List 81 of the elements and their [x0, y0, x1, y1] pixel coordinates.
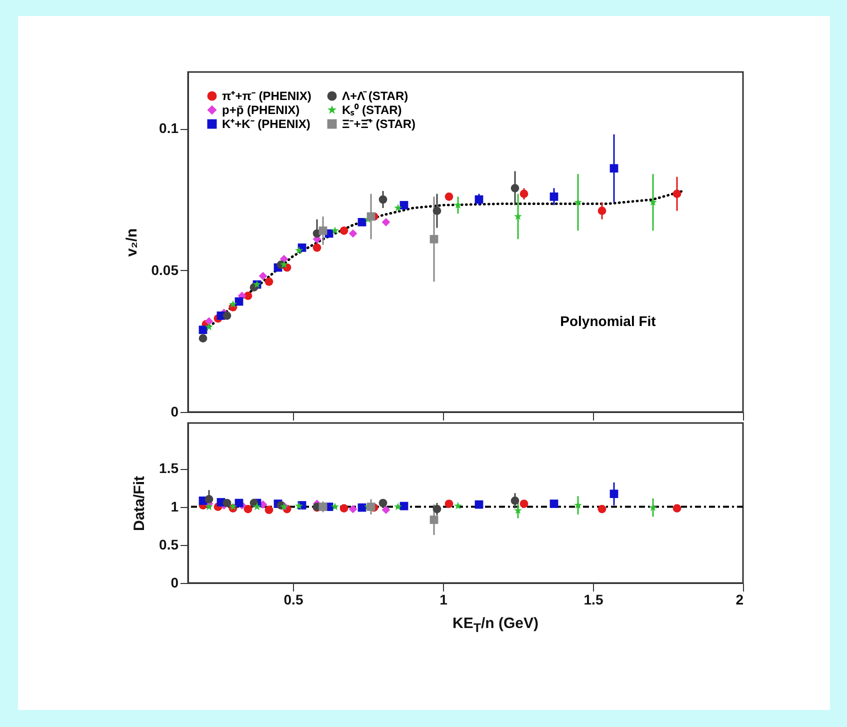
legend-label: p+p̄ (PHENIX): [222, 103, 300, 117]
point: [204, 317, 214, 326]
point: [366, 212, 376, 221]
y-tick-label: 0.05: [151, 262, 179, 278]
point: [198, 326, 208, 334]
point: [222, 311, 232, 320]
point: [244, 292, 252, 300]
point: [672, 504, 682, 513]
point: [198, 334, 208, 343]
point: [382, 506, 390, 514]
point: [318, 502, 328, 511]
x-tick-label: 2: [736, 592, 744, 608]
y-tick-label: 1: [170, 498, 179, 514]
point: [550, 500, 558, 508]
y-tick-label: 0.1: [159, 120, 179, 136]
point: [432, 206, 442, 216]
point: [454, 502, 462, 510]
point: [474, 500, 484, 509]
point: [474, 195, 484, 204]
point: [295, 502, 303, 510]
y-axis-title: Data/Fit: [131, 476, 148, 532]
point: [331, 502, 339, 510]
legend-label: Kₛ⁰ (STAR): [342, 103, 402, 117]
legend-label: Λ+Λ̄ (STAR): [342, 89, 408, 103]
point: [229, 300, 237, 308]
x-axis-title: KE$_{T}$/n (GeV): [452, 615, 538, 635]
y-tick-label: 0: [170, 404, 179, 420]
y-tick-label: 0: [170, 574, 179, 590]
point: [358, 503, 366, 512]
x-tick-label: 1.5: [584, 592, 604, 608]
point: [340, 226, 348, 235]
point: [358, 218, 366, 226]
legend-label: π⁺+π⁻ (PHENIX): [222, 89, 312, 103]
point: [610, 490, 618, 498]
point: [382, 218, 390, 226]
point: [430, 516, 438, 524]
y-axis-title: v₂/n: [123, 228, 140, 257]
point: [400, 200, 408, 210]
point: [510, 496, 520, 505]
point: [318, 226, 328, 235]
point: [520, 190, 528, 198]
point: [205, 322, 213, 330]
point: [331, 226, 339, 234]
point: [444, 500, 454, 508]
point: [205, 502, 213, 510]
point: [550, 192, 558, 201]
legend-label: Ξ⁻+Ξ̄⁺ (STAR): [342, 117, 416, 131]
point: [598, 504, 606, 514]
point: [520, 500, 528, 508]
point: [610, 164, 618, 173]
point: [510, 184, 520, 192]
point: [378, 195, 388, 204]
point: [264, 277, 274, 286]
point: [378, 498, 388, 508]
point: [264, 506, 274, 514]
point: [340, 504, 348, 513]
point: [348, 504, 358, 514]
point: [312, 243, 322, 252]
legend-label: K⁺+K⁻ (PHENIX): [222, 117, 310, 131]
point: [280, 260, 288, 268]
point: [394, 502, 402, 510]
annotation: Polynomial Fit: [560, 313, 656, 329]
point: [394, 204, 402, 212]
y-tick-label: 1.5: [159, 460, 179, 476]
point: [253, 502, 261, 510]
point: [204, 495, 214, 504]
point: [598, 206, 606, 216]
point: [258, 272, 268, 280]
y-tick-label: 0.5: [159, 536, 179, 552]
point: [444, 192, 454, 201]
point: [672, 190, 682, 198]
point: [432, 504, 442, 514]
point: [430, 234, 438, 244]
point: [280, 254, 288, 264]
point: [295, 246, 303, 254]
point: [348, 229, 358, 238]
x-tick-label: 0.5: [284, 592, 304, 608]
point: [244, 504, 252, 514]
x-tick-label: 1: [440, 592, 448, 608]
point: [222, 498, 232, 508]
point: [366, 502, 376, 511]
